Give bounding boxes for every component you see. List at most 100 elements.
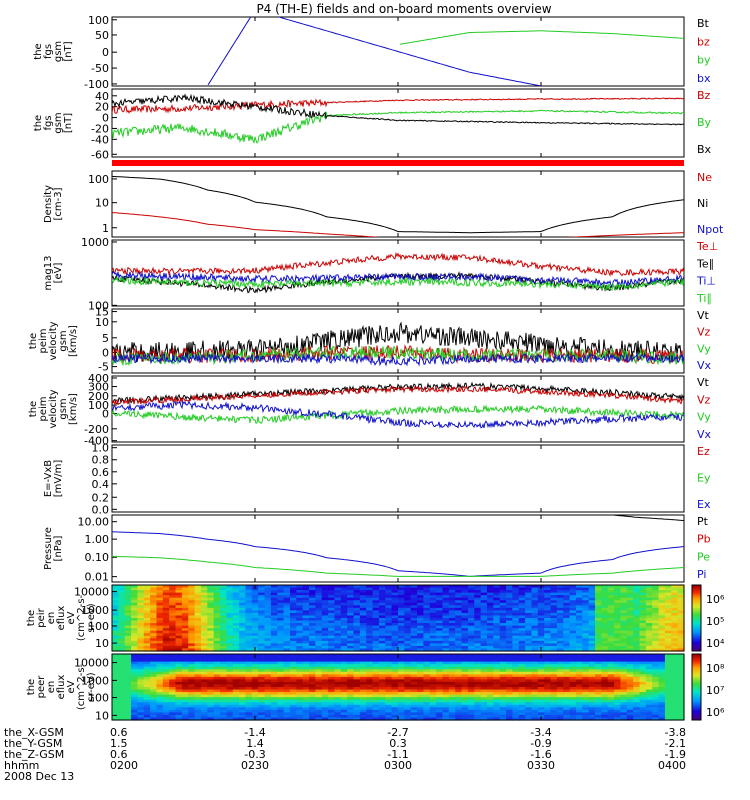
ylabel-line: the — [28, 333, 39, 349]
ytick-label: 50 — [95, 29, 109, 42]
ylabel-line: the — [28, 401, 39, 417]
eph-value: 0400 — [658, 759, 686, 772]
ytick-label: -5 — [98, 361, 109, 374]
ephemeris-table: the_X-GSM 0.6 -1.4 -2.7 -3.4 -3.8 the_Y-GSM 1.5… — [4, 726, 686, 783]
series-Ti⊥ — [112, 271, 684, 288]
legend-Te∥: Te∥ — [696, 257, 714, 270]
ylabel-line: the — [26, 679, 37, 695]
colorbar-1: 10⁶ 10⁵ 10⁴ — [691, 584, 725, 652]
legend-bz: bz — [697, 35, 710, 48]
ytick-label: 1000 — [81, 604, 109, 617]
series-By — [112, 109, 684, 144]
colorbar-2: 10⁸ 10⁷ 10⁶ — [691, 653, 725, 721]
ylabel-line: peer — [36, 675, 47, 699]
series-Pi — [112, 531, 684, 577]
ylabel-line: fgs — [43, 44, 54, 59]
ytick-label: 40 — [95, 90, 109, 103]
ylabel-line: Pressure — [43, 527, 54, 570]
ytick-label: 100 — [88, 692, 109, 705]
eph-value: -1.6 — [530, 748, 551, 761]
series-Vx — [112, 352, 684, 367]
ytick-label: 300 — [88, 381, 109, 394]
ylabel-line: eV — [66, 680, 77, 693]
panel-1: 100 50 0 -50 -100 the fgs gsm [nT] Bt bz by bx — [33, 14, 711, 91]
ylabel-line: gsm — [53, 41, 64, 62]
legend-Te⊥: Te⊥ — [696, 240, 718, 253]
ylabel-line: the — [33, 43, 44, 59]
colorbar-label: 10⁶ — [706, 593, 725, 606]
spectrogram-2 — [112, 654, 685, 721]
ylabel-line: en — [46, 612, 57, 625]
ylabel-line: [eV] — [53, 263, 64, 284]
ytick-label: 10 — [95, 197, 109, 210]
eph-value: 0.6 — [110, 748, 128, 761]
series-Vy — [112, 404, 684, 424]
colorbar-label: 10⁴ — [706, 637, 725, 650]
legend-Vz: Vz — [697, 393, 711, 406]
ylabel-line: velocity — [48, 321, 59, 360]
series-Ti∥ — [112, 275, 684, 292]
series-Bx — [112, 93, 684, 126]
ytick-label: 0 — [102, 46, 109, 59]
ytick-label: 100 — [88, 173, 109, 186]
ytick-label: 10 — [95, 316, 109, 329]
ylabel-line: peim — [38, 328, 49, 353]
ytick-label: 5 — [102, 332, 109, 345]
ylabel-line: sr-eV) — [86, 603, 97, 632]
legend-Vt: Vt — [697, 309, 710, 322]
series-Vx — [112, 400, 684, 429]
ytick-label: 0.2 — [92, 491, 110, 504]
series-bx — [207, 17, 541, 86]
eph-label: the_Z-GSM — [4, 748, 64, 761]
ytick-label: 0 — [102, 112, 109, 125]
colorbar-label: 10⁶ — [706, 706, 725, 719]
ylabel-line: eflux — [56, 675, 67, 700]
ytick-label: -60 — [91, 148, 109, 161]
legend-Vz: Vz — [697, 326, 711, 339]
ytick-label: -50 — [91, 62, 109, 75]
ylabel-line: gsm — [53, 112, 64, 133]
legend-Bx: Bx — [697, 143, 712, 156]
ylabel-line: gsm — [58, 398, 69, 419]
ytick-label: 10.00 — [78, 516, 110, 529]
legend-Pt: Pt — [697, 515, 709, 528]
ytick-label: 100 — [88, 14, 109, 27]
eph-value: 0.3 — [389, 737, 407, 750]
ylabel-line: [nPa] — [53, 535, 64, 561]
legend-Ti∥: Ti∥ — [696, 292, 712, 305]
ylabel-line: eflux — [56, 606, 67, 631]
panel-4: 1000 100 mag13 [eV] Te⊥ Te∥ Ti⊥ Ti∥ — [43, 236, 718, 312]
ylabel-line: [km/s] — [68, 325, 79, 357]
series-by — [399, 30, 684, 45]
series-Pt — [613, 515, 684, 522]
eph-value: 0300 — [384, 759, 412, 772]
eph-value: -1.4 — [244, 726, 265, 739]
ytick-label: 400 — [88, 372, 109, 385]
ylabel-line: the — [26, 610, 37, 626]
eph-value: -1.1 — [387, 748, 408, 761]
eph-value: -2.7 — [387, 726, 408, 739]
status-bar — [112, 160, 684, 166]
ylabel-line: peim — [38, 396, 49, 421]
ylabel-line: the — [33, 115, 44, 131]
ylabel-line: mag13 — [43, 256, 54, 291]
panel-8: 10.00 1.00 0.10 0.01 Pressure [nPa] Pt Pb Pe Pi — [43, 514, 711, 584]
legend-by: by — [697, 54, 711, 67]
eph-value: -3.8 — [665, 726, 686, 739]
ylabel-line: [km/s] — [68, 393, 79, 425]
ytick-label: 100 — [88, 620, 109, 633]
ytick-label: 20 — [95, 101, 109, 114]
legend-Ex: Ex — [697, 498, 711, 511]
ylabel-line: gsm — [58, 330, 69, 351]
legend-Bt: Bt — [697, 17, 710, 30]
ytick-label: 1000 — [81, 674, 109, 687]
panel-10: 10000 1000 100 10 the peer en eflux eV (cm^2-s-sr… — [26, 653, 725, 722]
ytick-label: 0.01 — [85, 571, 110, 584]
ytick-label: 100 — [88, 399, 109, 412]
panel-9: 10000 1000 100 10 the peir en eflux eV (cm^2-s-sr… — [26, 584, 725, 652]
ytick-label: 1 — [102, 222, 109, 235]
ytick-label: 0 — [102, 408, 109, 421]
ytick-label: 1.0 — [92, 442, 110, 455]
ytick-label: 0.8 — [92, 454, 110, 467]
